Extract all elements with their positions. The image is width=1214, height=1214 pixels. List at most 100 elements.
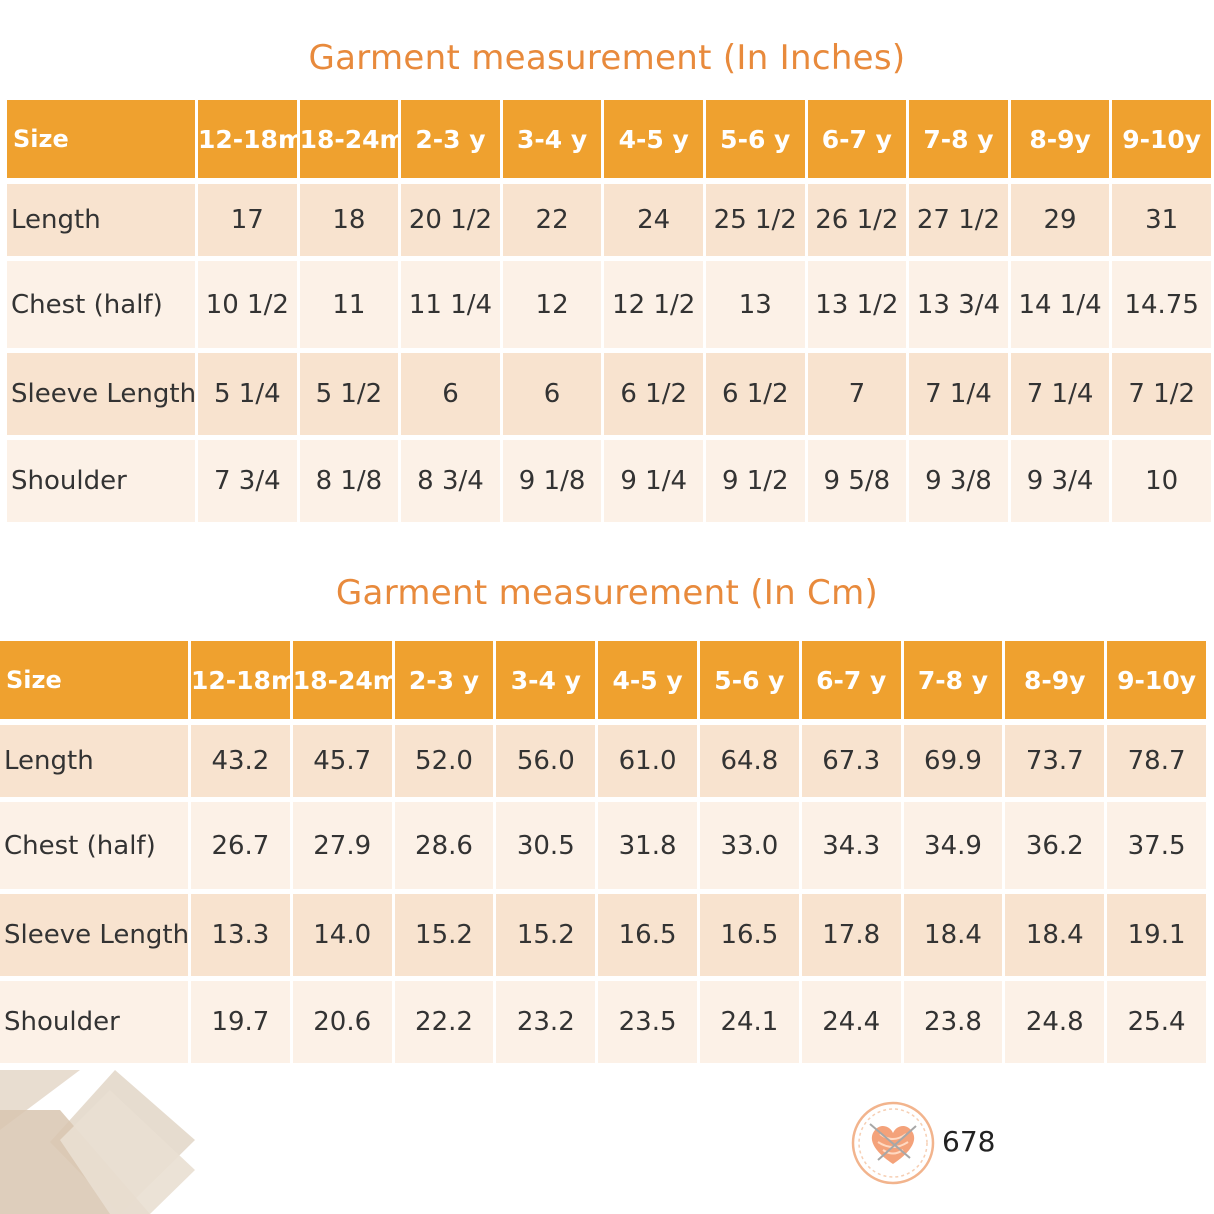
row-label: Sleeve Length [0, 894, 188, 981]
measurement-cell: 26.7 [191, 802, 290, 894]
measurement-cell: 12 1/2 [604, 261, 703, 353]
measurement-cell: 9 1/4 [604, 440, 703, 527]
logo-number: 678 [942, 1125, 996, 1158]
table-row: Shoulder 7 3/4 8 1/8 8 3/4 9 1/8 9 1/4 9 1/2 9 … [7, 440, 1211, 527]
measurement-cell: 69.9 [903, 725, 1003, 802]
table-row: Shoulder 19.7 20.6 22.2 23.2 23.5 24.1 24.4 23.8… [0, 981, 1206, 1068]
measurement-cell: 31 [1112, 184, 1211, 261]
measurement-cell: 45.7 [292, 725, 392, 802]
measurement-cell: 13 [705, 261, 805, 353]
measurement-cell: 43.2 [191, 725, 290, 802]
size-column-header: 2-3 y [394, 641, 494, 725]
measurement-cell: 19.7 [191, 981, 290, 1068]
measurement-cell: 5 1/4 [198, 353, 297, 440]
measurement-cell: 23.2 [496, 981, 596, 1068]
measurement-cell: 10 [1112, 440, 1211, 527]
measurement-cell: 13.3 [191, 894, 290, 981]
size-column-header: 4-5 y [604, 100, 703, 184]
measurement-cell: 78.7 [1107, 725, 1206, 802]
measurement-cell: 9 1/2 [705, 440, 805, 527]
size-column-header: 18-24m [299, 100, 399, 184]
measurement-cell: 67.3 [801, 725, 901, 802]
measurement-cell: 17 [198, 184, 297, 261]
measurement-cell: 16.5 [699, 894, 799, 981]
measurement-cell: 6 [401, 353, 500, 440]
row-label: Shoulder [0, 981, 188, 1068]
size-column-header: 5-6 y [699, 641, 799, 725]
measurement-cell: 12 [502, 261, 602, 353]
measurement-cell: 33.0 [699, 802, 799, 894]
heart-yarn-logo-icon [850, 1100, 936, 1186]
size-column-header: 7-8 y [903, 641, 1003, 725]
size-column-header: 8-9y [1005, 641, 1105, 725]
measurement-cell: 19.1 [1107, 894, 1206, 981]
measurement-cell: 9 5/8 [807, 440, 907, 527]
measurement-cell: 61.0 [598, 725, 697, 802]
size-column-header: 5-6 y [705, 100, 805, 184]
measurement-cell: 56.0 [496, 725, 596, 802]
inches-table-body: Length 17 18 20 1/2 22 24 25 1/2 26 1/2 27 1/2 29… [7, 184, 1211, 527]
measurement-cell: 20.6 [292, 981, 392, 1068]
measurement-cell: 8 1/8 [299, 440, 399, 527]
cm-size-table: Size 12-18m 18-24m 2-3 y 3-4 y 4-5 y 5-6 y 6-7 … [0, 641, 1209, 1068]
measurement-cell: 25.4 [1107, 981, 1206, 1068]
measurement-cell: 11 1/4 [401, 261, 500, 353]
header-row: Size 12-18m 18-24m 2-3 y 3-4 y 4-5 y 5-6 y 6-7 … [7, 100, 1211, 184]
measurement-cell: 73.7 [1005, 725, 1105, 802]
measurement-cell: 34.9 [903, 802, 1003, 894]
size-column-header: 4-5 y [598, 641, 697, 725]
row-label: Length [0, 725, 188, 802]
row-label: Shoulder [7, 440, 195, 527]
measurement-cell: 9 3/4 [1010, 440, 1110, 527]
measurement-cell: 14.0 [292, 894, 392, 981]
measurement-cell: 52.0 [394, 725, 494, 802]
size-column-header: 12-18m [198, 100, 297, 184]
measurement-cell: 7 1/2 [1112, 353, 1211, 440]
size-column-header: 3-4 y [496, 641, 596, 725]
measurement-cell: 8 3/4 [401, 440, 500, 527]
measurement-cell: 11 [299, 261, 399, 353]
measurement-cell: 23.8 [903, 981, 1003, 1068]
measurement-cell: 15.2 [496, 894, 596, 981]
measurement-cell: 36.2 [1005, 802, 1105, 894]
measurement-cell: 23.5 [598, 981, 697, 1068]
header-row: Size 12-18m 18-24m 2-3 y 3-4 y 4-5 y 5-6 y 6-7 … [0, 641, 1206, 725]
measurement-cell: 10 1/2 [198, 261, 297, 353]
size-column-header: 9-10y [1112, 100, 1211, 184]
measurement-cell: 29 [1010, 184, 1110, 261]
inches-table-header: Size 12-18m 18-24m 2-3 y 3-4 y 4-5 y 5-6 y 6-7 … [7, 100, 1211, 184]
table-row: Sleeve Length 5 1/4 5 1/2 6 6 6 1/2 6 1/2 7 7 1/… [7, 353, 1211, 440]
row-label: Chest (half) [7, 261, 195, 353]
measurement-cell: 9 1/8 [502, 440, 602, 527]
measurement-cell: 24.1 [699, 981, 799, 1068]
measurement-cell: 14 1/4 [1010, 261, 1110, 353]
measurement-cell: 30.5 [496, 802, 596, 894]
measurement-cell: 16.5 [598, 894, 697, 981]
measurement-cell: 18.4 [1005, 894, 1105, 981]
cm-table-body: Length 43.2 45.7 52.0 56.0 61.0 64.8 67.3 69.9 73… [0, 725, 1206, 1068]
measurement-cell: 18.4 [903, 894, 1003, 981]
size-column-header: 18-24m [292, 641, 392, 725]
measurement-cell: 37.5 [1107, 802, 1206, 894]
measurement-cell: 5 1/2 [299, 353, 399, 440]
inches-table-title: Garment measurement (In Inches) [308, 38, 906, 78]
measurement-cell: 7 1/4 [909, 353, 1008, 440]
measurement-cell: 6 1/2 [604, 353, 703, 440]
measurement-cell: 26 1/2 [807, 184, 907, 261]
table-row: Length 17 18 20 1/2 22 24 25 1/2 26 1/2 27 1/2 29… [7, 184, 1211, 261]
measurement-cell: 22 [502, 184, 602, 261]
size-column-header: 6-7 y [807, 100, 907, 184]
measurement-cell: 18 [299, 184, 399, 261]
measurement-cell: 15.2 [394, 894, 494, 981]
measurement-cell: 34.3 [801, 802, 901, 894]
size-column-header: 3-4 y [502, 100, 602, 184]
measurement-cell: 13 3/4 [909, 261, 1008, 353]
measurement-cell: 7 [807, 353, 907, 440]
size-header-cell: Size [7, 100, 195, 184]
size-header-cell: Size [0, 641, 188, 725]
measurement-cell: 24.8 [1005, 981, 1105, 1068]
table-row: Sleeve Length 13.3 14.0 15.2 15.2 16.5 16.5 17.… [0, 894, 1206, 981]
measurement-cell: 20 1/2 [401, 184, 500, 261]
measurement-cell: 7 1/4 [1010, 353, 1110, 440]
measurement-cell: 64.8 [699, 725, 799, 802]
